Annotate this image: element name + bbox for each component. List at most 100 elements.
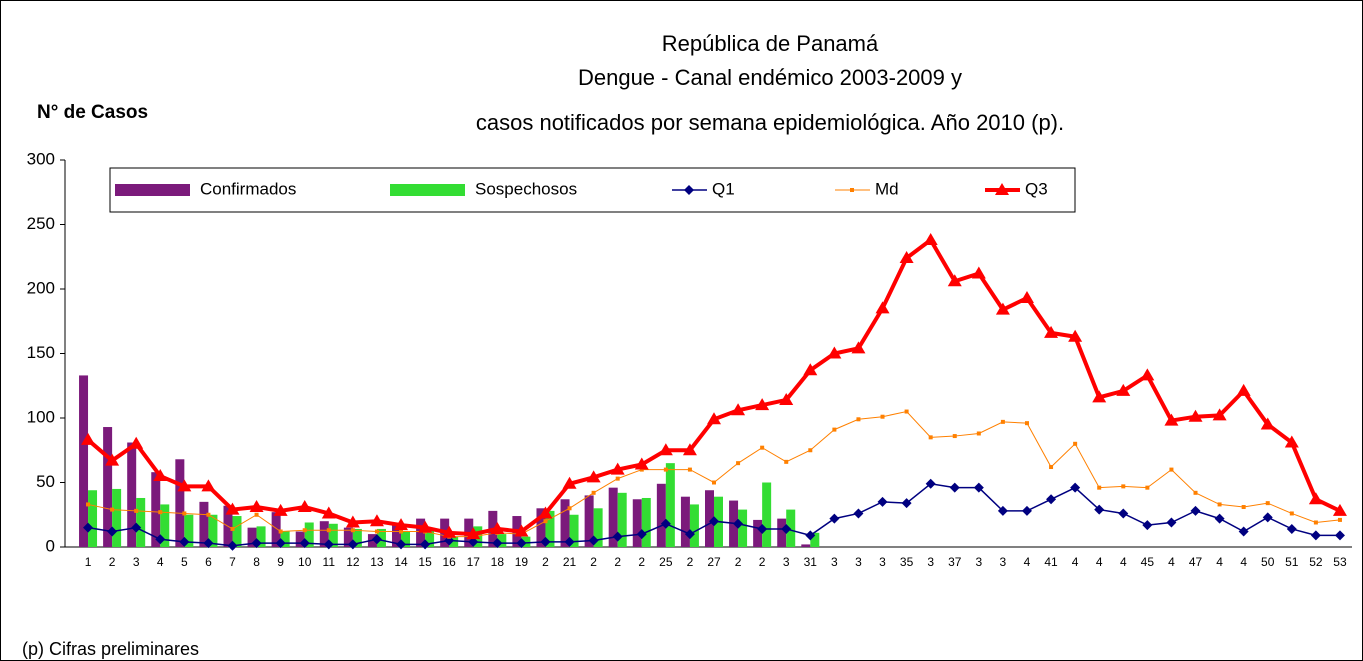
point	[1140, 368, 1155, 381]
point	[973, 482, 984, 493]
bar	[376, 528, 386, 547]
point	[1169, 467, 1174, 472]
point	[249, 500, 264, 513]
point	[182, 511, 187, 516]
bar	[738, 509, 748, 547]
point	[442, 525, 457, 538]
point	[682, 443, 697, 456]
point	[468, 536, 479, 547]
point	[567, 506, 572, 511]
point	[687, 467, 692, 472]
x-tick-label: 2	[687, 555, 694, 569]
point	[925, 478, 936, 489]
bar	[665, 463, 675, 547]
point	[757, 523, 768, 534]
bar	[392, 523, 402, 547]
point	[779, 392, 794, 405]
bar	[112, 488, 122, 547]
point	[1142, 520, 1153, 531]
point	[1286, 523, 1297, 534]
point	[586, 470, 601, 483]
x-tick-label: 37	[948, 555, 962, 569]
point	[1310, 530, 1321, 541]
point	[1024, 421, 1029, 426]
point	[712, 480, 716, 485]
bar	[560, 499, 570, 547]
x-tick-label: 47	[1189, 555, 1203, 569]
bar	[271, 512, 281, 547]
x-tick-label: 21	[563, 555, 577, 569]
point	[1068, 329, 1083, 342]
x-tick-label: 4	[157, 555, 164, 569]
point	[684, 529, 695, 540]
point	[203, 538, 214, 549]
point	[1260, 417, 1275, 430]
point	[444, 535, 455, 546]
point	[129, 436, 144, 449]
x-tick-label: 2	[590, 555, 597, 569]
bar	[545, 510, 555, 547]
point	[394, 518, 409, 531]
x-tick-label: 3	[879, 555, 886, 569]
y-tick-label: 200	[27, 278, 55, 297]
footnote: (p) Cifras preliminares	[22, 639, 199, 659]
point	[610, 462, 625, 475]
x-tick-label: 4	[1216, 555, 1223, 569]
point	[781, 523, 792, 534]
x-tick-label: 27	[707, 555, 721, 569]
point	[588, 535, 599, 546]
point	[784, 459, 789, 464]
bar	[79, 375, 89, 547]
legend-box	[109, 167, 1076, 213]
bar	[127, 442, 137, 547]
point	[543, 519, 548, 524]
bar	[810, 532, 820, 547]
bar	[208, 514, 218, 547]
x-tick-label: 50	[1261, 555, 1275, 569]
bar	[689, 504, 699, 547]
bar	[497, 534, 507, 547]
point	[155, 534, 166, 545]
point	[1262, 512, 1273, 523]
chart-title: República de Panamá	[662, 31, 879, 56]
y-tick-label: 0	[46, 536, 55, 555]
point	[230, 526, 235, 531]
x-tick-label: 3	[133, 555, 140, 569]
point	[899, 251, 914, 264]
x-tick-label: 6	[205, 555, 212, 569]
bar	[304, 522, 314, 547]
point	[639, 467, 644, 472]
x-tick-label: 7	[229, 555, 236, 569]
x-tick-label: 4	[1024, 555, 1031, 569]
y-tick-label: 100	[27, 407, 55, 426]
x-tick-label: 17	[467, 555, 481, 569]
point	[829, 513, 840, 524]
point	[853, 508, 864, 519]
point	[538, 506, 553, 519]
legend-marker	[995, 183, 1009, 195]
bar	[521, 536, 531, 547]
point	[952, 434, 957, 439]
point	[326, 528, 331, 533]
point	[107, 526, 118, 537]
bar	[160, 504, 170, 547]
point	[278, 529, 283, 534]
x-tick-label: 1	[85, 555, 92, 569]
x-tick-label: 4	[1120, 555, 1127, 569]
point	[179, 536, 190, 547]
x-tick-label: 31	[804, 555, 818, 569]
bar	[175, 459, 185, 547]
point	[396, 539, 407, 550]
point	[399, 529, 404, 534]
x-tick-label: 41	[1044, 555, 1058, 569]
point	[1236, 383, 1251, 396]
point	[1097, 485, 1102, 490]
point	[420, 539, 431, 550]
x-tick-label: 2	[735, 555, 742, 569]
bar	[569, 514, 579, 547]
x-tick-label: 11	[323, 555, 336, 569]
point	[1021, 505, 1032, 516]
bar	[256, 526, 266, 547]
legend-label: Q1	[712, 179, 735, 198]
point	[660, 518, 671, 529]
